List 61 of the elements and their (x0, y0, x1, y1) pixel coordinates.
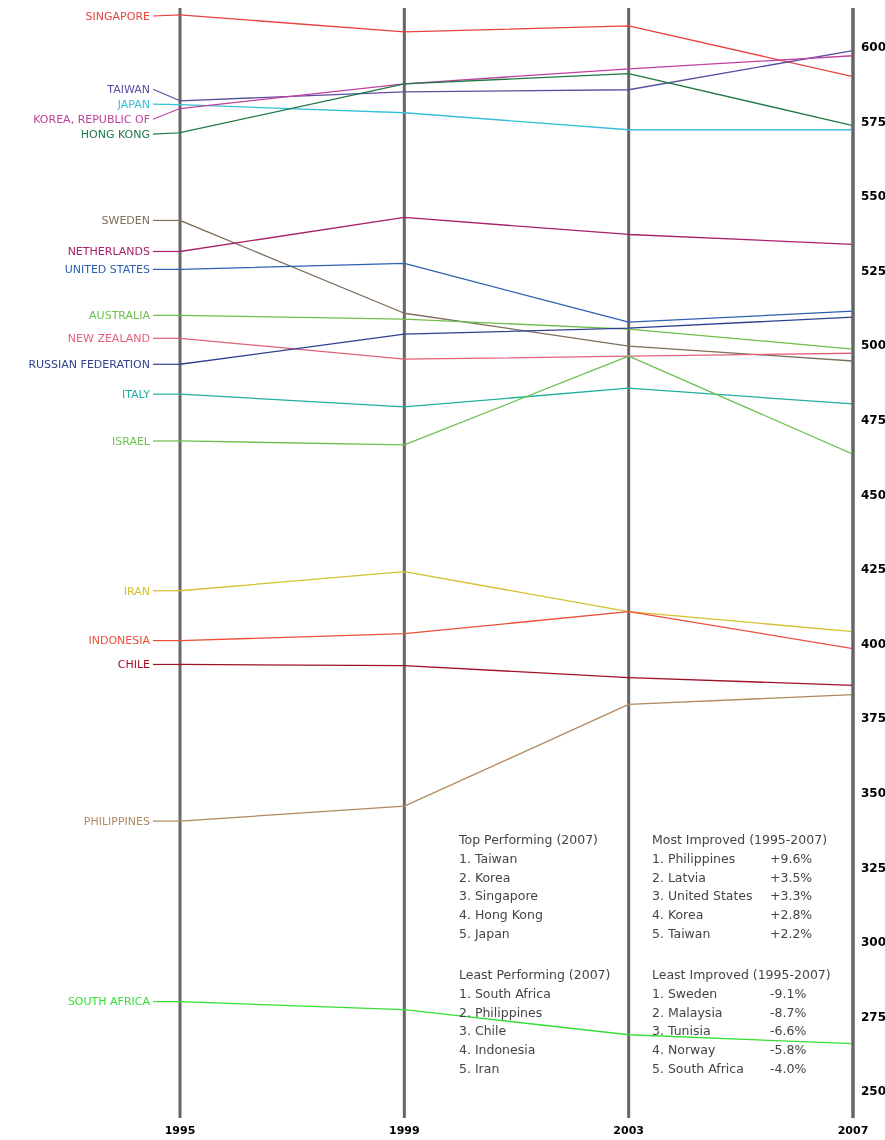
legend-label: ISRAEL (111, 434, 151, 448)
legend-label: JAPAN (116, 98, 150, 112)
y-tick-label: 375 (861, 711, 885, 726)
y-tick-label: 500 (861, 338, 885, 353)
annotation: 2. Korea (459, 869, 511, 885)
y-tick-label: 450 (861, 487, 885, 502)
text: 3. United States +3.3% (652, 888, 813, 904)
text: 2. Latvia +3.5% (652, 869, 813, 885)
annotation: 3. Chile (459, 1023, 507, 1039)
y-tick-label: 575 (861, 114, 885, 129)
legend-label: RUSSIAN FEDERATION (28, 358, 150, 372)
text: 2. Malaysia -8.7% (652, 1004, 807, 1020)
legend-label: PHILIPPINES (83, 814, 151, 828)
y-tick-label: 525 (861, 263, 885, 278)
text: 4. Korea +2.8% (652, 907, 813, 923)
x-tick-label: 2003 (613, 1123, 644, 1137)
legend-label: SINGAPORE (85, 9, 151, 23)
legend-label: SWEDEN (101, 214, 150, 228)
text: 1. Philippines +9.6% (652, 850, 813, 866)
x-tick-label: 2007 (837, 1123, 869, 1137)
annotation: 5. Iran (459, 1060, 500, 1076)
legend-label: IRAN (123, 584, 150, 598)
y-tick-label: 250 (861, 1084, 885, 1099)
annotation: Most Improved (1995-2007) (652, 832, 828, 847)
x-tick-label: 1999 (389, 1123, 420, 1137)
legend-label: TAIWAN (106, 83, 150, 97)
legend-label: NEW ZEALAND (67, 332, 150, 346)
annotation: 4. Indonesia (459, 1042, 536, 1058)
legend-label: HONG KONG (80, 128, 150, 142)
text: 5. South Africa -4.0% (652, 1060, 807, 1076)
annotation: 2. Philippines (459, 1004, 543, 1020)
text: 1. Sweden -9.1% (652, 985, 807, 1001)
annotation: Least Performing (2007) (459, 967, 611, 982)
y-tick-label: 400 (861, 636, 885, 651)
annotation: Top Performing (2007) (459, 832, 599, 847)
y-tick-label: 600 (861, 40, 885, 55)
legend-label: AUSTRALIA (89, 309, 151, 323)
legend-label: SOUTH AFRICA (67, 995, 151, 1009)
legend-label: INDONESIA (88, 634, 151, 648)
legend-label: UNITED STATES (64, 263, 150, 277)
text: 5. Taiwan +2.2% (652, 925, 813, 941)
y-tick-label: 475 (861, 413, 885, 428)
y-tick-label: 350 (861, 786, 885, 801)
text: 4. Norway -5.8% (652, 1042, 807, 1058)
annotation: Least Improved (1995-2007) (652, 967, 831, 982)
text: 3. Tunisia -6.6% (652, 1023, 807, 1039)
x-tick-label: 1995 (164, 1123, 196, 1137)
y-tick-label: 425 (861, 562, 885, 577)
legend-label: CHILE (117, 658, 151, 672)
annotation: 4. Hong Kong (459, 907, 543, 923)
y-tick-label: 550 (861, 189, 885, 204)
y-tick-label: 300 (861, 935, 885, 950)
annotation: 1. South Africa (459, 985, 551, 1001)
annotation: 3. Singapore (459, 888, 538, 904)
legend-label: NETHERLANDS (67, 245, 151, 259)
y-tick-label: 275 (861, 1009, 885, 1024)
annotation: 1. Taiwan (459, 850, 518, 866)
legend-label: KOREA, REPUBLIC OF (33, 113, 150, 127)
y-tick-label: 325 (861, 860, 885, 875)
legend-label: ITALY (121, 387, 151, 401)
annotation: 5. Japan (459, 925, 510, 941)
